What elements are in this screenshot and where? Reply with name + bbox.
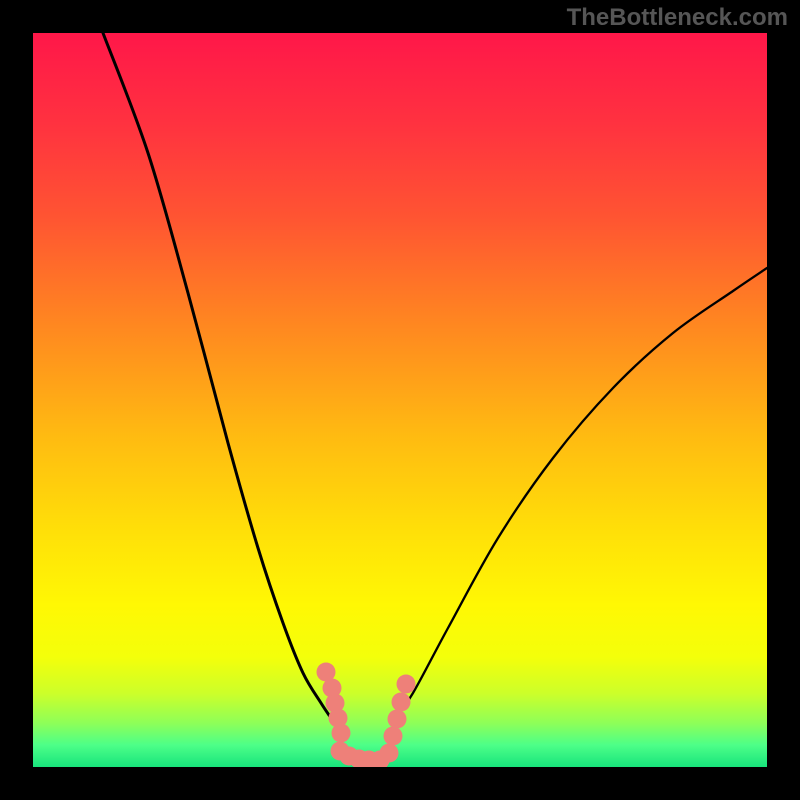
scatter-point [388,710,407,729]
watermark-text: TheBottleneck.com [567,4,788,32]
bottleneck-chart [33,33,767,767]
scatter-point [397,675,416,694]
scatter-point [392,693,411,712]
scatter-point [332,724,351,743]
scatter-point [380,744,399,763]
scatter-point [384,727,403,746]
chart-container [33,33,767,767]
